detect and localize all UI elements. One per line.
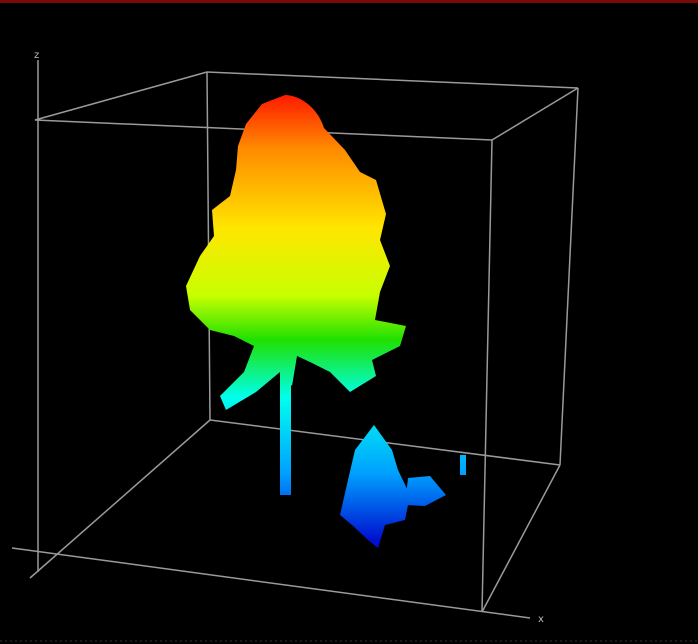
box-edge	[491, 87, 579, 141]
box-edge	[481, 464, 561, 613]
ground-patch	[405, 476, 446, 506]
box-edge	[206, 71, 579, 89]
bounding-box	[11, 60, 579, 619]
box-edge	[34, 71, 208, 121]
x-axis-label: x	[538, 614, 544, 625]
ground-point	[460, 455, 466, 475]
tree-trunk	[280, 340, 291, 495]
box-edge	[559, 87, 579, 466]
box-edge	[481, 139, 493, 613]
x-axis	[11, 547, 531, 619]
tree-crown	[186, 95, 406, 410]
z-axis-label: z	[34, 50, 39, 61]
tree-point-cloud	[186, 95, 466, 548]
top-border	[0, 0, 698, 3]
box-edge	[29, 419, 211, 579]
small-tree	[340, 425, 410, 548]
